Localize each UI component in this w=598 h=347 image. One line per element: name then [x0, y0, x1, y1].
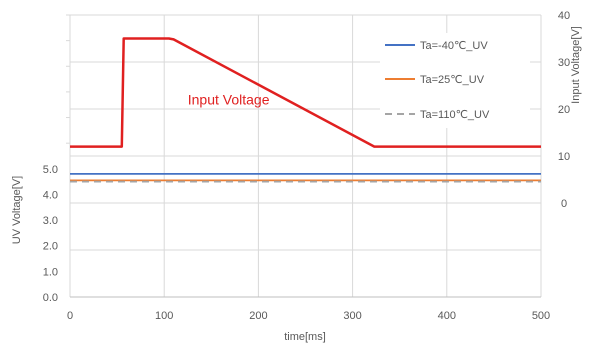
x-tick-label: 200	[249, 310, 267, 322]
y-right-tick-label: 40	[558, 10, 570, 22]
y-left-tick-label: 4.0	[43, 189, 58, 201]
y-left-tick-label: 3.0	[43, 215, 58, 227]
legend-box	[380, 33, 530, 128]
series-lines	[70, 37, 541, 183]
series-line-3	[70, 37, 541, 148]
y-left-tick-label: 5.0	[43, 164, 58, 176]
y-left-axis-title: UV Voltage[V]	[11, 176, 23, 245]
y-right-axis-title: Input Voltage[V]	[570, 26, 582, 104]
y-left-tick-label: 0.0	[43, 292, 58, 304]
x-tick-label: 100	[155, 310, 173, 322]
legend-label-ta-25: Ta=25℃_UV	[420, 74, 485, 86]
legend-label-ta-minus40: Ta=-40℃_UV	[420, 40, 488, 52]
x-tick-label: 400	[438, 310, 456, 322]
y-left-tick-label: 1.0	[43, 266, 58, 278]
tick-labels: 0 100 200 300 400 500 0 10 20 30 40 0.0 1.0 2.0 3.0 4.0…	[43, 10, 570, 322]
y-right-tick-label: 20	[558, 104, 570, 116]
y-right-tick-label: 10	[558, 151, 570, 163]
y-right-tick-label: 30	[558, 57, 570, 69]
y-left-tick-label: 2.0	[43, 241, 58, 253]
x-tick-label: 0	[67, 310, 73, 322]
y-right-tick-label: 0	[561, 198, 567, 210]
input-voltage-annotation: Input Voltage	[188, 92, 270, 108]
x-tick-label: 300	[343, 310, 361, 322]
legend-label-ta-110: Ta=110℃_UV	[420, 109, 490, 121]
legend: Ta=-40℃_UV Ta=25℃_UV Ta=110℃_UV	[380, 33, 530, 128]
x-tick-label: 500	[532, 310, 550, 322]
x-axis-title: time[ms]	[284, 331, 326, 343]
